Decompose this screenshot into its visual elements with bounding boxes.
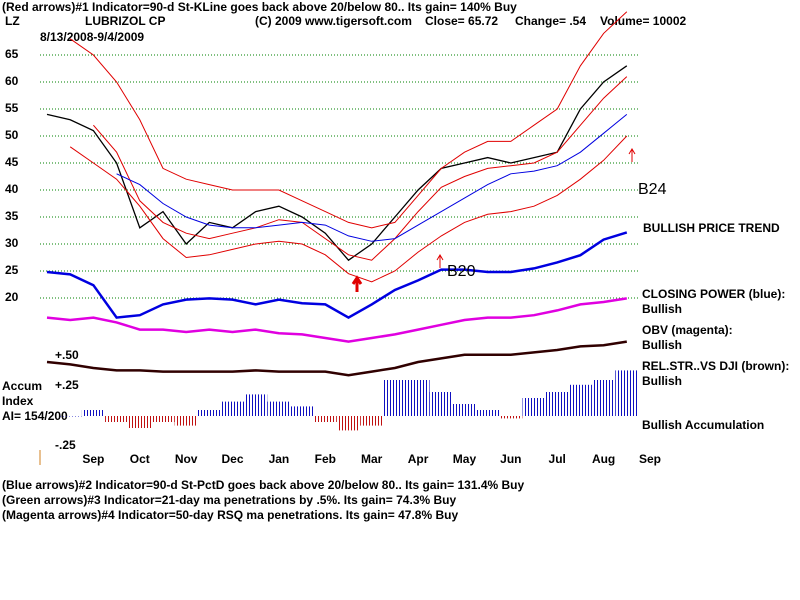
accum-bar <box>244 394 268 416</box>
y-tick-label: +.50 <box>55 348 79 362</box>
indicator-label: CLOSING POWER (blue): <box>642 287 785 301</box>
index-label: Accum <box>2 379 42 393</box>
series-line <box>69 11 628 229</box>
index-status: Bullish Accumulation <box>642 418 764 432</box>
y-tick-label: -.25 <box>55 438 76 452</box>
x-tick-label: Feb <box>315 452 336 466</box>
accum-bar <box>267 401 291 416</box>
index-label: Index <box>2 394 34 408</box>
accum-bar <box>151 416 175 422</box>
series-line <box>69 135 628 283</box>
y-tick-label: +.25 <box>55 378 79 392</box>
accum-bar <box>360 416 384 426</box>
change: Change= .54 <box>515 14 586 28</box>
accum-bar <box>592 380 616 416</box>
x-tick-label: May <box>453 452 477 466</box>
y-tick-label: 20 <box>5 290 19 304</box>
footer-line: (Blue arrows)#2 Indicator=90-d St-PctD g… <box>2 478 525 492</box>
accum-bar <box>313 416 337 422</box>
x-tick-label: Jul <box>549 452 566 466</box>
y-tick-label: 65 <box>5 47 19 61</box>
indicator-status: Bullish <box>642 302 682 316</box>
series-line <box>46 340 627 377</box>
x-tick-label: Aug <box>592 452 615 466</box>
accum-bar <box>383 380 407 416</box>
accum-bar <box>197 410 221 416</box>
accum-bar <box>568 384 592 416</box>
accum-bar <box>174 416 198 426</box>
series-line <box>116 114 628 242</box>
accum-bar <box>337 416 360 431</box>
x-tick-label: Jan <box>269 452 290 466</box>
close: Close= 65.72 <box>425 14 498 28</box>
y-tick-label: 60 <box>5 74 19 88</box>
accum-bar <box>522 398 546 416</box>
indicator-status: Bullish <box>642 338 682 352</box>
symbol: LZ <box>5 14 20 28</box>
accum-bar <box>290 406 314 416</box>
accum-bar <box>615 370 639 416</box>
y-tick-label: 35 <box>5 209 19 223</box>
annotation: B24 <box>638 181 667 198</box>
accum-bar <box>429 392 453 416</box>
y-tick-label: 50 <box>5 128 19 142</box>
x-tick-label: Mar <box>361 452 383 466</box>
indicator-label: OBV (magenta): <box>642 323 733 337</box>
accum-bar <box>499 416 523 419</box>
annotation: B20 <box>447 263 476 280</box>
y-tick-label: 45 <box>5 155 19 169</box>
x-tick-label: Oct <box>130 452 150 466</box>
accum-bar <box>476 410 500 416</box>
x-tick-label: Dec <box>222 452 244 466</box>
indicator-label: REL.STR..VS DJI (brown): <box>642 359 789 373</box>
accum-bar <box>452 404 476 416</box>
company: LUBRIZOL CP <box>85 14 165 28</box>
series-line <box>93 76 628 261</box>
y-tick-label: 25 <box>5 263 19 277</box>
volume: Volume= 10002 <box>600 14 686 28</box>
accum-bar <box>221 401 245 416</box>
date-range: 8/13/2008-9/4/2009 <box>40 30 144 44</box>
x-tick-label: Sep <box>82 452 104 466</box>
y-tick-label: 30 <box>5 236 19 250</box>
accum-bar <box>406 380 430 416</box>
signal-arrows <box>351 148 636 292</box>
series-line <box>46 231 628 320</box>
index-label: AI= 154/200 <box>2 409 68 423</box>
accum-bar <box>81 410 105 416</box>
footer-line: (Green arrows)#3 Indicator=21-day ma pen… <box>2 493 456 507</box>
accum-bar <box>58 416 82 417</box>
x-tick-label: Apr <box>408 452 429 466</box>
footer-line: (Magenta arrows)#4 Indicator=50-day RSQ … <box>2 508 458 522</box>
accum-bar <box>105 416 129 422</box>
indicator-status: Bullish <box>642 374 682 388</box>
annotation: BULLISH PRICE TREND <box>643 221 780 235</box>
copyright: (C) 2009 www.tigersoft.com <box>255 14 412 28</box>
x-tick-label: Nov <box>175 452 198 466</box>
series-line <box>46 297 627 343</box>
x-tick-label: Sep <box>639 452 661 466</box>
header-line: (Red arrows)#1 Indicator=90-d St-KLine g… <box>2 0 517 14</box>
accum-bar <box>545 392 569 416</box>
x-tick-label: Jun <box>500 452 521 466</box>
accum-bar <box>128 416 152 428</box>
y-tick-label: 55 <box>5 101 19 115</box>
y-tick-label: 40 <box>5 182 19 196</box>
